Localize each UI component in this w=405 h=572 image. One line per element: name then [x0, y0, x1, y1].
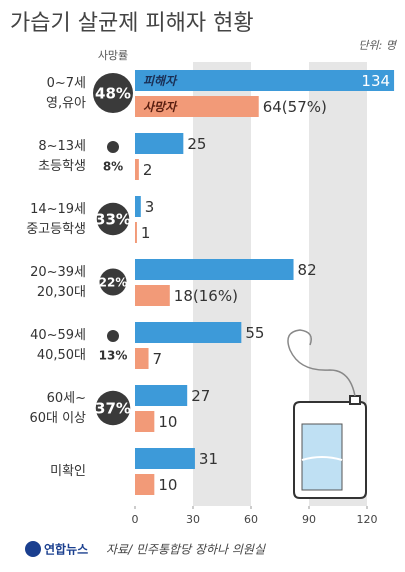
series-label: 사망자 — [143, 100, 178, 114]
bar — [135, 196, 141, 217]
bar — [135, 411, 155, 432]
source: 자료/ 민주통합당 장하나 의원실 — [106, 543, 266, 557]
series-label: 피해자 — [143, 74, 178, 88]
category-label: 20~39세 20,30대 — [30, 265, 86, 300]
category-label: 60세~ 60대 이상 — [29, 391, 86, 426]
data-label: 10 — [158, 413, 177, 431]
data-label: 134 — [361, 72, 390, 90]
background: 0 30 60 90 120 — [132, 62, 378, 526]
logo: 연합뉴스 — [44, 542, 88, 557]
bar — [135, 348, 149, 369]
bar — [135, 222, 137, 243]
death-rate-label: 48% — [95, 85, 131, 103]
data-label: 7 — [153, 350, 163, 368]
bar — [135, 385, 188, 406]
bar — [135, 259, 294, 280]
bar — [135, 474, 155, 495]
death-rate-label: 37% — [95, 400, 131, 418]
data-label: 18(16%) — [174, 287, 238, 305]
data-label: 2 — [143, 161, 153, 179]
data-label: 3 — [145, 198, 155, 216]
death-rate-label: 22% — [99, 276, 128, 290]
category-label: 8~13세 초등학생 — [38, 139, 86, 174]
bar — [135, 133, 184, 154]
death-rate-label: 33% — [95, 211, 131, 229]
category-label: 미확인 — [50, 464, 86, 479]
unit-label: 단위: 명 — [358, 39, 397, 52]
data-label: 25 — [187, 135, 206, 153]
death-rate-circle — [107, 330, 119, 342]
death-rate-label: 8% — [103, 160, 123, 174]
death-rate-circle — [99, 268, 127, 296]
logo-icon — [25, 541, 41, 557]
data-label: 82 — [298, 261, 317, 279]
data-label: 27 — [191, 387, 210, 405]
bar — [135, 96, 259, 117]
death-rate-circle — [93, 73, 133, 113]
humidifier-illustration — [287, 329, 367, 499]
data-label: 55 — [245, 324, 264, 342]
bar — [135, 70, 395, 91]
footer: 연합뉴스 자료/ 민주통합당 장하나 의원실 — [25, 541, 266, 557]
category-label: 40~59세 40,50대 — [30, 328, 86, 363]
x-tick-label: 0 — [132, 513, 139, 526]
x-tick-label: 60 — [244, 513, 258, 526]
data-label: 64(57%) — [263, 98, 327, 116]
bar — [135, 322, 242, 343]
death-rate-circle — [95, 390, 131, 426]
category-label: 14~19세 중고등학생 — [26, 202, 86, 237]
death-rate-label: 13% — [99, 349, 128, 363]
x-tick-label: 120 — [357, 513, 378, 526]
bar — [135, 159, 139, 180]
data-label: 10 — [158, 476, 177, 494]
plot: 0~7세 영,유아 134 피해자 64(57%) 사망자 48% 8~13세 초등학생 25 2 8… — [26, 70, 395, 495]
x-tick-label: 30 — [186, 513, 200, 526]
category-label: 0~7세 영,유아 — [46, 76, 86, 111]
death-rate-circle — [96, 202, 130, 236]
death-rate-circle — [107, 141, 119, 153]
death-rate-title: 사망률 — [98, 49, 128, 62]
grid-band — [193, 62, 251, 506]
chart-title: 가습기 살균제 피해자 현황 — [10, 11, 254, 36]
bar — [135, 448, 195, 469]
data-label: 31 — [199, 450, 218, 468]
data-label: 1 — [141, 224, 151, 242]
bar — [135, 285, 170, 306]
x-tick-label: 90 — [302, 513, 316, 526]
